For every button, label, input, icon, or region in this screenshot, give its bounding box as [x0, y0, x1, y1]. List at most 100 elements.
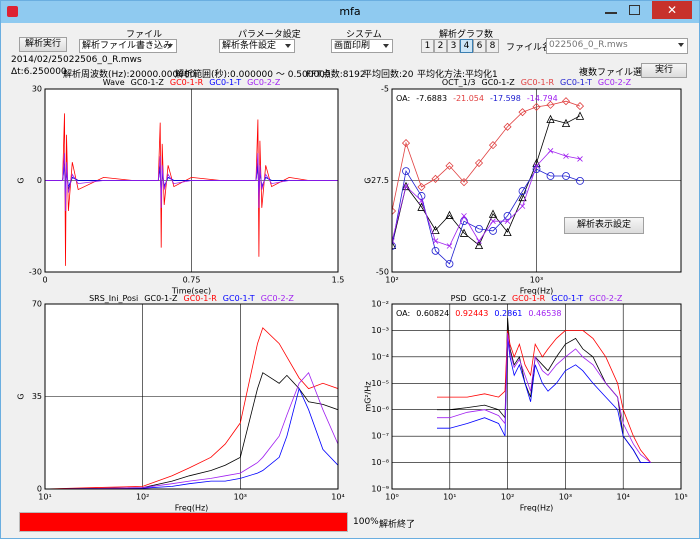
marker [445, 161, 454, 170]
y-tick-label: 10⁻⁴ [371, 352, 389, 361]
legend-entry: GC0-1-R [184, 294, 218, 303]
x-tick-label: 10¹ [443, 493, 456, 502]
y-tick-label: 30 [32, 85, 42, 94]
series-line [45, 113, 338, 266]
series-line [45, 387, 338, 489]
y-tick-label: 10⁻⁵ [371, 379, 389, 388]
dropdown[interactable]: 画面印刷 [331, 39, 393, 53]
y-tick-label: 0 [37, 176, 42, 185]
chart-title: OCT_1/3 GC0-1-Z GC0-1-R GC0-1-T GC0-2-Z [442, 78, 632, 87]
legend-entry: GC0-2-Z [261, 294, 295, 303]
marker [561, 118, 571, 128]
param: 解析周波数(Hz):20000.000000 [63, 70, 196, 80]
marker [576, 177, 584, 185]
series-line [45, 371, 338, 489]
x-tick-label: 10² [385, 276, 398, 285]
close[interactable]: ✕ [652, 1, 692, 19]
multi-file-label: 複数ファイル選択 [579, 68, 652, 78]
marker [403, 183, 409, 189]
graph-count-button[interactable]: 8 [486, 39, 499, 53]
execute-button[interactable]: 実行 [641, 63, 687, 78]
param: 平均回数:20 [363, 70, 414, 80]
dropdown[interactable]: 解析ファイル書き込み [79, 39, 177, 53]
legend-entry: GC0-1-T [223, 294, 255, 303]
menu-label: システム [346, 30, 382, 40]
maximize[interactable] [629, 5, 640, 15]
graph-count-button[interactable]: 4 [460, 39, 473, 53]
y-tick-label: 10⁻³ [371, 326, 389, 335]
oa-text: OA: -7.6883 -21.054 -17.598 -14.794 [396, 94, 558, 103]
oa-value: 0.2861 [494, 309, 522, 318]
marker [518, 108, 527, 117]
date: 2014/02/25 [11, 55, 63, 65]
marker [490, 218, 496, 224]
series-line [437, 330, 652, 463]
file-name-label: ファイル名 [506, 43, 552, 53]
run-button[interactable]: 解析実行 [19, 37, 67, 52]
menu-label: パラメータ設定 [238, 30, 301, 40]
title-text: PSD [451, 294, 467, 303]
param: 解析範囲(秒):0.000000 ～ 0.500000 [175, 70, 331, 80]
graph-count-button[interactable]: 3 [447, 39, 460, 53]
legend-entry: GC0-1-Z [131, 78, 165, 87]
y-tick-label: 0 [37, 485, 42, 494]
marker [417, 192, 426, 200]
legend-entry: GC0-1-R [512, 294, 546, 303]
dropdown[interactable]: 解析条件設定 [219, 39, 295, 53]
marker [475, 224, 483, 233]
oa-value: -14.794 [527, 94, 558, 103]
chart-title: Wave GC0-1-Z GC0-1-R GC0-1-T GC0-2-Z [103, 78, 281, 87]
marker [431, 225, 440, 235]
marker [418, 198, 425, 204]
series-line [45, 153, 338, 212]
marker [392, 242, 396, 250]
title-text: OCT_1/3 [442, 78, 476, 87]
legend-entry: GC0-2-Z [589, 294, 623, 303]
marker [402, 167, 410, 176]
graph-count-button[interactable]: 1 [421, 39, 434, 53]
series-line [392, 168, 581, 265]
marker [445, 259, 454, 268]
graph-count-button[interactable]: 2 [434, 39, 447, 53]
marker [474, 158, 484, 168]
marker [546, 172, 555, 180]
marker [392, 240, 397, 250]
progress-bar [20, 513, 347, 531]
x-axis-label: Time(sec) [171, 287, 211, 296]
legend-entry: GC0-1-T [209, 78, 241, 87]
oa-value: 0.46538 [528, 309, 561, 318]
y-tick-label: 10⁻² [371, 300, 389, 309]
marker [519, 203, 526, 209]
marker [392, 238, 395, 244]
x-tick-label: 10² [501, 493, 514, 502]
marker [575, 102, 585, 111]
marker [562, 172, 570, 180]
legend-entry: GC0-2-Z [247, 78, 281, 87]
oa-label: OA: [396, 309, 410, 318]
oa-value: -21.054 [453, 94, 484, 103]
graph-count-button[interactable]: 6 [473, 39, 486, 53]
marker [431, 174, 440, 183]
y-tick-label: 70 [32, 300, 42, 309]
y-axis-label: mG²/Hz [364, 381, 373, 411]
y-tick-label: -30 [29, 268, 42, 277]
y-tick-label: 10⁻⁸ [371, 458, 389, 467]
title-text: Wave [103, 78, 125, 87]
file-name-box: 022506_0_R.mws [546, 38, 688, 54]
series-group [437, 317, 652, 463]
legend-entry: GC0-2-Z [598, 78, 632, 87]
display-settings-button[interactable]: 解析表示設定 [564, 217, 644, 234]
minimize[interactable] [605, 4, 617, 14]
y-tick-label: 10⁻⁹ [371, 485, 389, 494]
x-tick-label: 10⁴ [331, 493, 344, 502]
param: Δt:6.250000 [11, 67, 67, 77]
menu-label: ファイル [126, 30, 163, 40]
y-tick-label: -5 [381, 85, 389, 94]
x-tick-label: 1.5 [332, 276, 345, 285]
y-tick-label: 35 [32, 392, 42, 401]
x-tick-label: 10⁴ [617, 493, 630, 502]
window-title: mfa [339, 5, 361, 18]
title-text: SRS_Ini_Posi [89, 294, 138, 303]
x-tick-label: 0.75 [183, 276, 201, 285]
